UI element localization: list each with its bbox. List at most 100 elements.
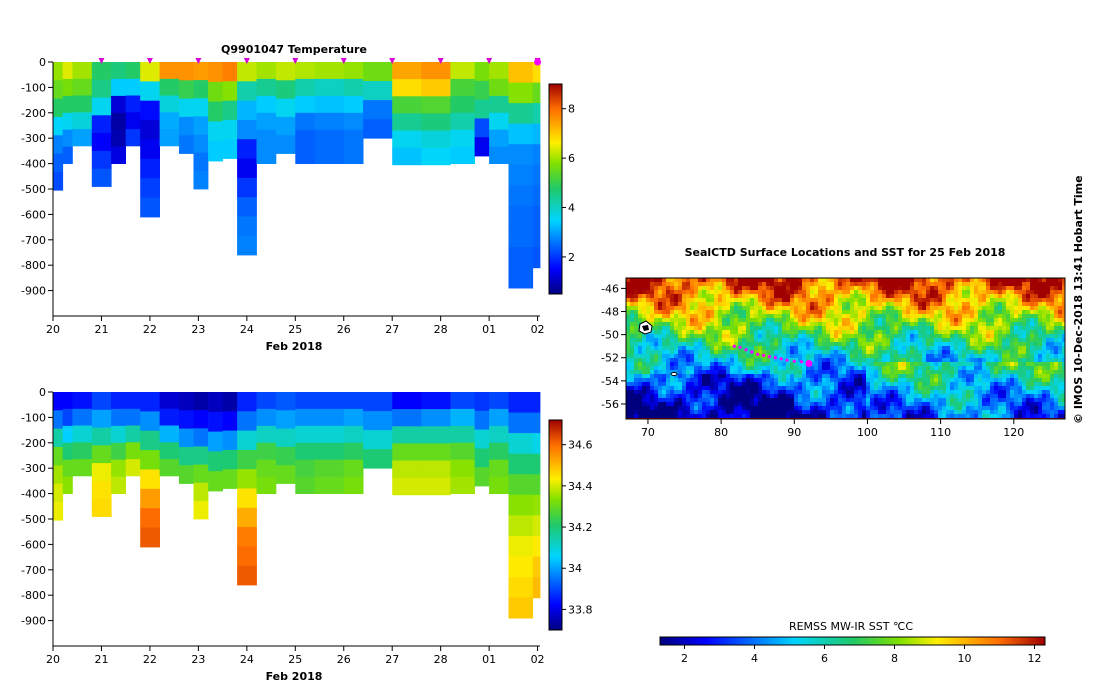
sst-cell [870,282,875,287]
sst-cell [926,338,931,343]
sst-cell [678,414,683,419]
sst-cell [1026,290,1031,295]
sst-cell [758,382,763,387]
profile-cell [125,425,141,443]
sst-cell [834,390,839,395]
temperature-xlabel: Feb 2018 [266,340,323,353]
sst-cell [998,354,1003,359]
sst-cell [634,330,639,335]
temperature-panel: Q9901047 Temperature 0-100-200-300-400-5… [21,43,575,353]
sst-cell [1026,382,1031,387]
sst-cell [682,346,687,351]
sst-cell [870,306,875,311]
sst-cell [666,410,671,415]
sst-cell [838,278,843,283]
sst-cell [946,338,951,343]
sst-cell [1002,350,1007,355]
sst-cell [666,294,671,299]
profile-cell [450,408,475,427]
sst-cell [822,318,827,323]
sst-cell [710,306,715,311]
sst-cell [710,406,715,411]
sst-cell [878,306,883,311]
sst-cell [830,386,835,391]
sst-cell [886,378,891,383]
profile-cell [111,146,126,164]
sst-cell [818,314,823,319]
sst-cell [690,410,695,415]
sst-cell [1030,414,1035,419]
sst-cell [714,298,719,303]
sst-cell [966,402,971,407]
sst-cell [658,342,663,347]
lat-tick-label: -46 [601,282,619,295]
profile-cell [314,476,345,494]
sst-cell [942,378,947,383]
sst-cell [886,314,891,319]
sst-cell [1022,286,1027,291]
sst-cell [678,350,683,355]
sst-cell [782,402,787,407]
sst-cell [1010,398,1015,403]
sst-cell [942,334,947,339]
sst-cell [938,330,943,335]
sst-cell [918,346,923,351]
sst-cell [718,294,723,299]
sst-cell [874,374,879,379]
sst-cell [922,378,927,383]
sst-cell [726,402,731,407]
sst-cell [742,382,747,387]
sst-cell [966,302,971,307]
sst-cell [854,370,859,375]
sst-cell [926,342,931,347]
sst-cell [966,346,971,351]
sst-cell [782,278,787,283]
sst-cell [918,294,923,299]
sst-cell [1050,314,1055,319]
sst-cell [794,334,799,339]
sst-cell [922,406,927,411]
sst-cell [710,374,715,379]
sst-cell [874,382,879,387]
sst-cell [1042,318,1047,323]
sst-cell [634,306,639,311]
sst-cell [790,314,795,319]
sst-cell [674,330,679,335]
sst-cell [642,302,647,307]
sst-cell [814,310,819,315]
profile-cell [532,392,541,413]
sst-cell [874,338,879,343]
sst-cell [822,338,827,343]
sst-cell [686,358,691,363]
sst-cell [666,286,671,291]
sst-cell [790,322,795,327]
sst-cell [954,378,959,383]
profile-cell [314,129,345,147]
sst-cell [886,362,891,367]
sst-cell [782,386,787,391]
sst-cell [654,358,659,363]
sst-cell [898,386,903,391]
sst-cell [730,390,735,395]
sst-cell [978,310,983,315]
sst-cell [786,318,791,323]
sst-cell [742,374,747,379]
sst-cell [954,406,959,411]
sst-cell [898,366,903,371]
sst-cell [950,298,955,303]
sst-cell [994,346,999,351]
sst-cell [1034,394,1039,399]
sst-cell [990,374,995,379]
sst-cell [954,294,959,299]
sst-cell [630,402,635,407]
sst-cell [998,290,1003,295]
sst-cell [834,326,839,331]
sst-cell [650,278,655,283]
sst-cell [1010,374,1015,379]
profile-cell [193,446,209,465]
sst-cell [790,358,795,363]
sst-cell [982,354,987,359]
y-tick-label: -800 [21,589,46,602]
sst-cell [982,386,987,391]
